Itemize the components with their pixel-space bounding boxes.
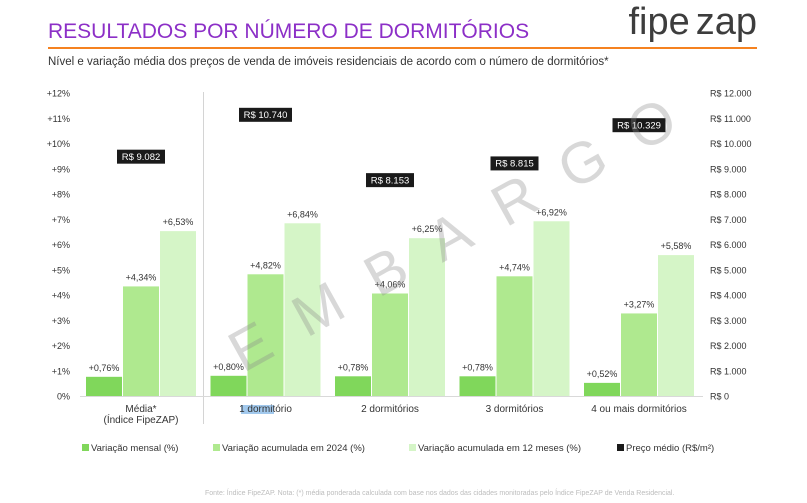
y-axis-tick-label: +2% — [52, 341, 70, 351]
y2-axis-tick-label: R$ 5.000 — [710, 265, 747, 275]
bar-value-label: +6,84% — [287, 209, 318, 219]
y-axis-tick-label: +9% — [52, 164, 70, 174]
y-axis-tick-label: +6% — [52, 240, 70, 250]
y-axis-tick-label: +7% — [52, 215, 70, 225]
bar-monthly — [335, 376, 371, 396]
legend-label: Variação mensal (%) — [91, 443, 178, 454]
bar-value-label: +0,80% — [213, 362, 244, 372]
bar-value-label: +4,74% — [499, 262, 530, 272]
bar-ytd — [372, 293, 408, 396]
legend-swatch — [617, 444, 624, 451]
y-axis-tick-label: +3% — [52, 316, 70, 326]
price-label-box — [239, 107, 292, 122]
title-underline — [48, 47, 757, 49]
logo-fipe: fipe — [628, 1, 690, 43]
price-label-box — [366, 173, 414, 188]
y2-axis-tick-label: R$ 6.000 — [710, 240, 747, 250]
logo-zap: zap — [695, 1, 757, 43]
y2-axis-tick-label: R$ 12.000 — [710, 89, 752, 99]
y2-axis-tick-label: R$ 9.000 — [710, 164, 747, 174]
y-axis-tick-label: +5% — [52, 265, 70, 275]
bar-value-label: +0,78% — [462, 362, 493, 372]
bar-12-months — [284, 223, 321, 396]
bar-value-label: +0,78% — [338, 362, 369, 372]
price-label-box — [612, 118, 666, 133]
bar-value-label: +6,53% — [163, 217, 194, 227]
legend-swatch — [213, 444, 220, 451]
y2-axis-tick-label: R$ 4.000 — [710, 291, 747, 301]
bar-12-months — [409, 238, 445, 396]
bar-monthly — [86, 376, 122, 396]
y-axis-tick-label: +8% — [52, 190, 70, 200]
price-label: R$ 10.329 — [617, 120, 661, 131]
y-axis-tick-label: +4% — [52, 291, 70, 301]
price-label: R$ 10.740 — [244, 110, 288, 121]
price-label: R$ 8.153 — [371, 175, 410, 186]
y2-axis-tick-label: R$ 10.000 — [710, 139, 752, 149]
source-note: Fonte: Índice FipeZAP. Nota: (*) média p… — [205, 490, 675, 497]
y2-axis-tick-label: R$ 8.000 — [710, 190, 747, 200]
selection-highlight — [241, 405, 274, 414]
legend-label: Variação acumulada em 12 meses (%) — [418, 443, 581, 454]
bar-ytd — [123, 286, 159, 396]
fipezap-logo: fipe zap — [628, 0, 757, 44]
y2-axis-tick-label: R$ 3.000 — [710, 316, 747, 326]
price-label-box — [117, 149, 165, 164]
y-axis-tick-label: +10% — [47, 139, 70, 149]
bar-value-label: +3,27% — [624, 299, 655, 309]
bar-ytd — [621, 313, 657, 396]
legend-label: Variação acumulada em 2024 (%) — [222, 443, 365, 454]
bar-ytd — [496, 276, 533, 396]
category-label: 4 ou mais dormitórios — [591, 404, 687, 415]
y2-axis-tick-label: R$ 2.000 — [710, 341, 747, 351]
y-axis-tick-label: +1% — [52, 366, 70, 376]
bar-value-label: +4,82% — [250, 260, 281, 270]
bar-value-label: +4,06% — [375, 279, 406, 289]
bar-value-label: +4,34% — [126, 272, 157, 282]
bar-12-months — [658, 255, 694, 396]
price-label: R$ 9.082 — [122, 152, 161, 163]
legend-swatch — [409, 444, 416, 451]
bar-ytd — [247, 274, 284, 396]
bar-12-months — [160, 231, 196, 396]
bar-value-label: +6,25% — [412, 224, 443, 234]
bar-monthly — [210, 375, 247, 396]
price-label: R$ 8.815 — [495, 159, 534, 170]
legend-label: Preço médio (R$/m²) — [626, 443, 714, 454]
bar-value-label: +0,52% — [587, 369, 618, 379]
y-axis-tick-label: 0% — [57, 392, 70, 402]
bar-12-months — [533, 221, 570, 396]
y2-axis-tick-label: R$ 7.000 — [710, 215, 747, 225]
y2-axis-tick-label: R$ 11.000 — [710, 114, 751, 124]
bar-value-label: +5,58% — [661, 241, 692, 251]
bar-monthly — [584, 382, 620, 396]
category-label: 3 dormitórios — [485, 404, 544, 415]
legend-swatch — [82, 444, 89, 451]
bar-value-label: +6,92% — [536, 207, 567, 217]
y2-axis-tick-label: R$ 0 — [710, 392, 729, 402]
bar-value-label: +0,76% — [89, 363, 120, 373]
category-label: Média* (Índice FipeZAP) — [103, 404, 179, 426]
category-label: 2 dormitórios — [361, 404, 419, 415]
y-axis-tick-label: +11% — [47, 114, 70, 124]
y2-axis-tick-label: R$ 1.000 — [710, 366, 747, 376]
y-axis-tick-label: +12% — [47, 89, 70, 99]
page-title: RESULTADOS POR NÚMERO DE DORMITÓRIOS — [48, 20, 530, 43]
bar-monthly — [459, 376, 496, 396]
price-label-box — [490, 156, 539, 171]
category-label: 1 dormitório — [239, 404, 292, 415]
page-subtitle: Nível e variação média dos preços de ven… — [48, 56, 609, 68]
